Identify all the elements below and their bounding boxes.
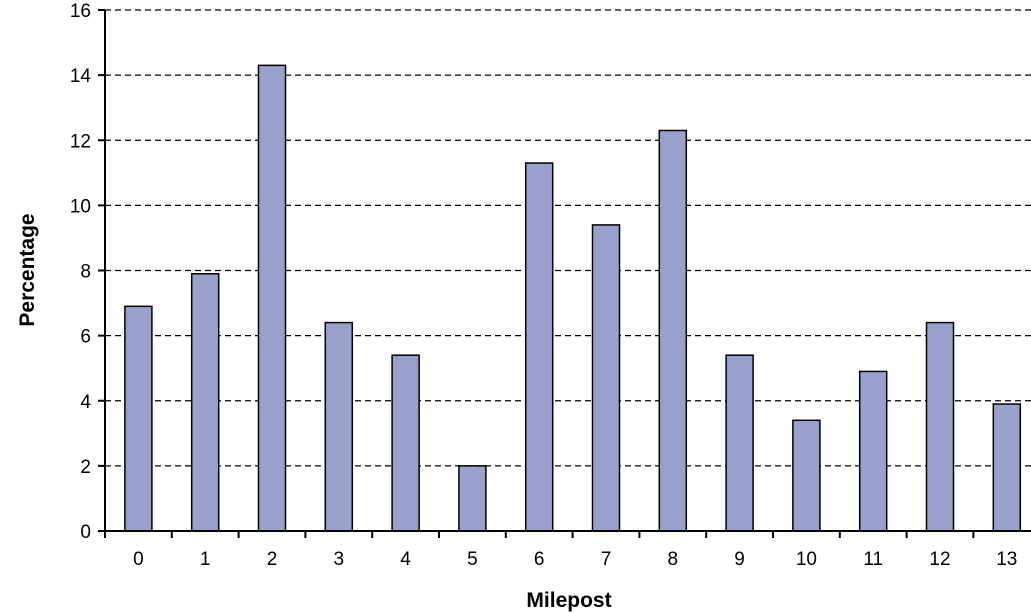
bar-1	[190, 273, 220, 532]
bar-3	[324, 321, 354, 532]
x-tick-label: 6	[534, 549, 545, 570]
bar-2	[257, 64, 287, 532]
bar-0	[124, 305, 153, 532]
bar-11	[858, 370, 888, 532]
x-tick-label: 0	[133, 549, 144, 570]
x-tick-label: 2	[267, 549, 278, 570]
bar-5	[458, 465, 487, 532]
x-tick-label: 5	[467, 549, 478, 570]
y-tick-label: 8	[80, 262, 91, 283]
y-tick-label: 12	[70, 131, 91, 152]
bar-4	[391, 354, 420, 532]
y-tick-label: 14	[70, 66, 92, 87]
bar-6	[524, 162, 554, 532]
bar-8	[658, 129, 688, 532]
x-tick-label: 10	[796, 549, 817, 570]
y-tick-label: 16	[70, 1, 91, 22]
x-tick-label: 12	[929, 549, 950, 570]
bar-10	[792, 419, 821, 532]
y-tick-label: 2	[80, 457, 91, 478]
bar-13	[992, 403, 1022, 532]
x-tick-label: 7	[601, 549, 612, 570]
x-tick-label: 13	[996, 549, 1017, 570]
x-tick-label: 8	[668, 549, 679, 570]
y-axis-ticks: 0 2 4 6 8 10 12 14 16	[70, 1, 105, 543]
y-axis-title: Percentage	[16, 213, 39, 326]
bar-7	[591, 224, 621, 532]
y-tick-label: 10	[70, 196, 91, 217]
axes	[98, 9, 1031, 538]
x-axis-title: Milepost	[526, 589, 611, 612]
y-tick-label: 4	[80, 392, 91, 413]
y-tick-label: 0	[80, 522, 91, 543]
x-tick-label: 9	[734, 549, 745, 570]
x-tick-label: 1	[200, 549, 211, 570]
gridlines	[105, 9, 1031, 467]
x-tick-label: 3	[334, 549, 345, 570]
bar-12	[925, 321, 955, 532]
bars	[124, 64, 1022, 532]
x-tick-label: 11	[863, 549, 883, 570]
x-tick-label: 4	[400, 549, 411, 570]
x-axis-ticks: 0 1 2 3 4 5 6 7 8 9 10 11 12 13	[133, 531, 1017, 570]
bar-9	[725, 354, 754, 532]
y-tick-label: 6	[80, 327, 91, 348]
